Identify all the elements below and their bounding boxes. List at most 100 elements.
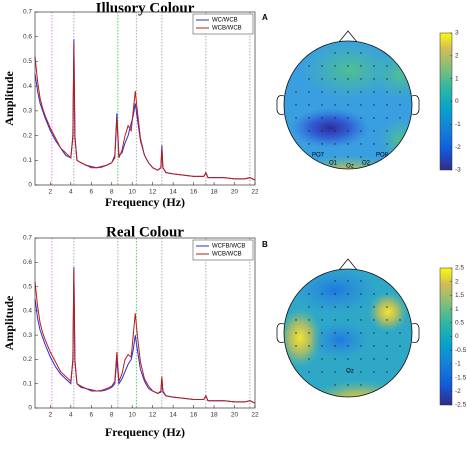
electrode <box>386 91 388 93</box>
electrode <box>373 104 375 106</box>
panel-label: A <box>262 13 268 22</box>
x-axis-label: Frequency (Hz) <box>105 425 185 439</box>
electrode <box>295 319 297 321</box>
electrode <box>360 319 362 321</box>
x-tick-label: 20 <box>231 412 239 419</box>
electrode <box>386 371 388 373</box>
electrode <box>347 332 349 334</box>
electrode <box>347 156 349 158</box>
electrode <box>399 319 401 321</box>
colorbar-tick-label: -2 <box>455 388 461 395</box>
x-tick-label: 2 <box>49 412 53 419</box>
electrode <box>321 117 323 119</box>
x-tick-label: 14 <box>170 189 178 196</box>
electrode <box>334 78 336 80</box>
legend-label: WCFB/WCB <box>212 244 245 250</box>
y-axis-label: Amplitude <box>2 295 16 350</box>
y-tick-label: 0.2 <box>23 132 32 139</box>
electrode <box>386 345 388 347</box>
electrode <box>386 104 388 106</box>
electrode <box>360 358 362 360</box>
ear <box>411 323 420 343</box>
electrode <box>373 306 375 308</box>
y-tick-label: 0 <box>28 182 32 189</box>
legend-label: WC/WCB <box>212 18 238 24</box>
electrode <box>321 91 323 93</box>
electrode <box>347 371 349 373</box>
electrode-label: O2 <box>362 161 371 167</box>
electrode <box>347 384 349 386</box>
electrode <box>308 306 310 308</box>
electrode <box>308 319 310 321</box>
electrode <box>373 293 375 295</box>
ear <box>411 95 420 115</box>
electrode <box>399 91 401 93</box>
colorbar-tick-label: 2 <box>455 53 459 60</box>
ear <box>276 323 285 343</box>
legend-label: WCB/WCB <box>212 252 242 258</box>
electrode <box>295 332 297 334</box>
electrode <box>308 332 310 334</box>
colorbar-tick-label: -0.5 <box>455 347 467 354</box>
electrode <box>347 319 349 321</box>
electrode <box>347 280 349 282</box>
electrode <box>334 306 336 308</box>
x-tick-label: 12 <box>149 189 157 196</box>
electrode <box>347 345 349 347</box>
colorbar-tick-label: 2 <box>455 278 459 285</box>
series-line <box>34 39 256 181</box>
electrode <box>308 104 310 106</box>
electrode <box>347 293 349 295</box>
y-tick-label: 0.7 <box>23 9 32 16</box>
electrode <box>399 345 401 347</box>
electrode <box>360 78 362 80</box>
electrode <box>373 78 375 80</box>
electrode <box>347 117 349 119</box>
x-tick-label: 22 <box>251 412 259 419</box>
electrode <box>386 293 388 295</box>
x-tick-label: 14 <box>170 412 178 419</box>
electrode <box>321 319 323 321</box>
electrode <box>347 358 349 360</box>
x-tick-label: 6 <box>89 189 93 196</box>
x-tick-label: 16 <box>190 189 198 196</box>
colorbar-tick-label: -2 <box>455 144 461 151</box>
electrode <box>334 293 336 295</box>
electrode <box>347 143 349 145</box>
colorbar-tick-label: -1.5 <box>455 374 467 381</box>
colorbar-tick-label: 0 <box>455 98 459 105</box>
colorbar-tick-label: 2.5 <box>455 265 464 272</box>
electrode <box>386 117 388 119</box>
electrode <box>321 143 323 145</box>
legend-box <box>192 239 254 261</box>
electrode <box>334 371 336 373</box>
electrode <box>295 345 297 347</box>
electrode <box>321 358 323 360</box>
electrode <box>334 91 336 93</box>
electrode <box>347 130 349 132</box>
electrode <box>347 65 349 67</box>
x-tick-label: 20 <box>231 189 239 196</box>
electrode <box>373 345 375 347</box>
y-tick-label: 0.3 <box>23 332 32 339</box>
electrode <box>334 345 336 347</box>
colorbar-tick-label: 0.5 <box>455 320 464 327</box>
electrode <box>334 52 336 54</box>
electrode <box>360 156 362 158</box>
electrode <box>386 319 388 321</box>
electrode <box>295 104 297 106</box>
panel-label: B <box>262 240 268 249</box>
axes-frame <box>34 237 256 409</box>
electrode-label: PO8 <box>376 153 389 159</box>
nose <box>338 30 358 43</box>
series-line <box>34 269 256 404</box>
electrode <box>347 52 349 54</box>
electrode <box>386 358 388 360</box>
colorbar-tick-label: -2.5 <box>455 402 467 409</box>
electrode <box>386 332 388 334</box>
colorbar-tick-label: 1 <box>455 306 459 313</box>
topomap-field <box>284 41 412 169</box>
head-outline <box>283 268 413 398</box>
electrode <box>308 91 310 93</box>
y-tick-label: 0.4 <box>23 83 32 90</box>
